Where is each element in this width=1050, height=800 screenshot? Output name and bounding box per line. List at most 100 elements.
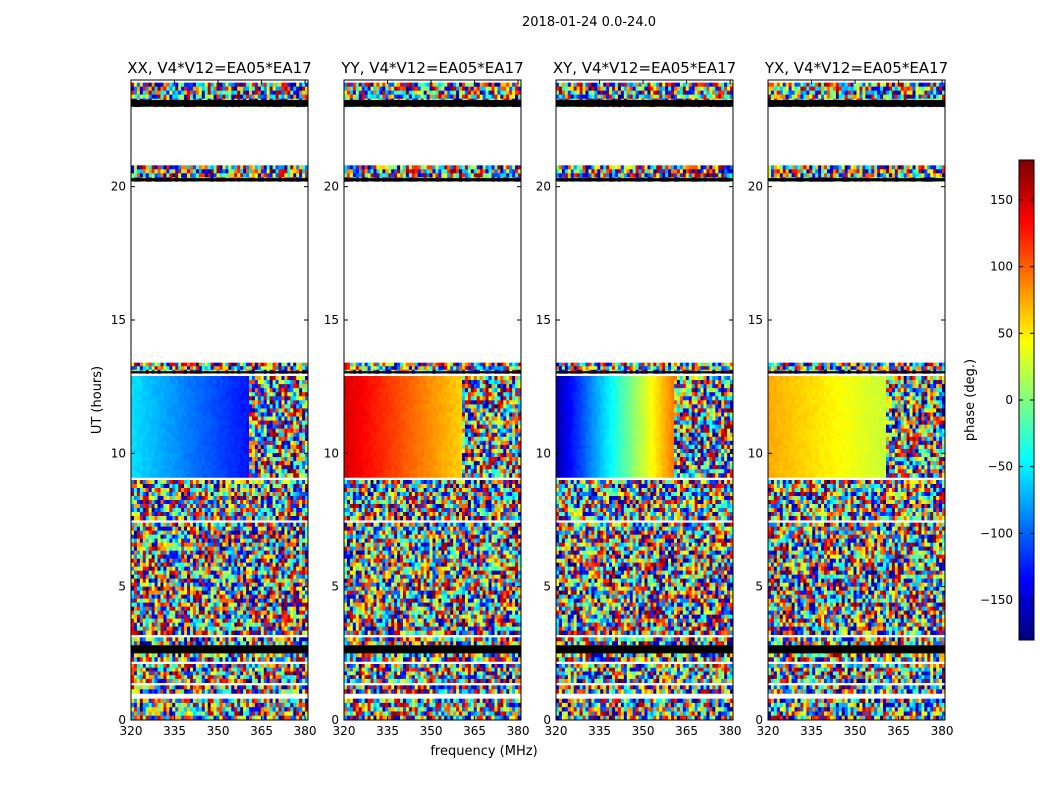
heatmap-cell — [266, 590, 271, 596]
heatmap-cell — [290, 508, 294, 513]
heatmap-cell — [254, 380, 259, 385]
heatmap-cell — [136, 362, 141, 367]
heatmap-cell — [251, 473, 256, 478]
heatmap-cell — [266, 667, 271, 672]
heatmap-cell — [145, 432, 150, 438]
heatmap-cell — [275, 657, 279, 662]
heatmap-cell — [305, 469, 309, 474]
heatmap-cell — [240, 570, 244, 576]
heatmap-cell — [148, 707, 153, 712]
heatmap-cell — [296, 496, 300, 501]
heatmap-cell — [154, 432, 158, 438]
heatmap-cell — [210, 675, 214, 680]
heatmap-cell — [278, 689, 282, 694]
heatmap-cell — [260, 362, 265, 367]
heatmap-cell — [302, 512, 306, 517]
heatmap-cell — [192, 550, 197, 556]
heatmap-cell — [269, 671, 273, 676]
heatmap-cell — [178, 602, 182, 608]
heatmap-cell — [296, 473, 300, 478]
heatmap-cell — [142, 473, 147, 478]
heatmap-cell — [181, 707, 185, 712]
heatmap-cell — [192, 380, 197, 385]
heatmap-cell — [287, 715, 291, 721]
heatmap-cell — [281, 400, 285, 405]
heatmap-cell — [157, 384, 161, 389]
heatmap-cell — [251, 484, 256, 489]
heatmap-cell — [302, 380, 306, 385]
heatmap-cell — [240, 408, 244, 413]
heatmap-cell — [272, 522, 276, 528]
heatmap-cell — [201, 428, 206, 434]
heatmap-cell — [198, 508, 203, 513]
heatmap-cell — [198, 671, 203, 676]
heatmap-cell — [157, 388, 161, 393]
heatmap-cell — [139, 496, 144, 501]
heatmap-cell — [281, 500, 285, 505]
heatmap-cell — [142, 432, 147, 438]
heatmap-cell — [240, 420, 244, 426]
heatmap-cell — [187, 400, 191, 405]
heatmap-cell — [234, 618, 238, 624]
heatmap-cell — [260, 550, 265, 556]
heatmap-cell — [139, 550, 144, 556]
heatmap-cell — [169, 554, 173, 560]
heatmap-cell — [251, 566, 256, 572]
heatmap-cell — [281, 416, 285, 421]
heatmap-cell — [142, 578, 147, 584]
heatmap-cell — [228, 546, 232, 552]
heatmap-cell — [243, 522, 247, 528]
heatmap-cell — [240, 424, 244, 430]
heatmap-cell — [148, 416, 153, 421]
heatmap-cell — [201, 484, 206, 489]
heatmap-cell — [172, 366, 176, 371]
heatmap-cell — [210, 657, 214, 662]
heatmap-cell — [136, 582, 141, 588]
heatmap-cell — [249, 428, 253, 434]
heatmap-cell — [172, 641, 176, 646]
heatmap-cell — [281, 534, 285, 540]
heatmap-cell — [157, 404, 161, 409]
heatmap-cell — [281, 504, 285, 509]
heatmap-cell — [172, 504, 176, 509]
heatmap-cell — [142, 653, 147, 658]
heatmap-cell — [234, 516, 238, 521]
heatmap-cell — [263, 465, 268, 470]
heatmap-cell — [260, 461, 265, 466]
heatmap-cell — [231, 678, 235, 684]
heatmap-cell — [281, 711, 285, 717]
heatmap-cell — [148, 388, 153, 393]
heatmap-cell — [163, 637, 167, 642]
heatmap-cell — [210, 558, 214, 564]
heatmap-cell — [154, 488, 158, 493]
heatmap-cell — [263, 711, 268, 717]
heatmap-cell — [187, 392, 191, 397]
heatmap-cell — [231, 618, 235, 624]
heatmap-cell — [204, 432, 209, 438]
heatmap-cell — [225, 546, 229, 552]
heatmap-cell — [190, 664, 194, 669]
heatmap-cell — [145, 707, 150, 712]
heatmap-cell — [160, 653, 164, 658]
heatmap-cell — [198, 582, 203, 588]
heatmap-cell — [234, 504, 238, 509]
heatmap-cell — [257, 473, 262, 478]
heatmap-cell — [169, 473, 173, 478]
heatmap-cell — [293, 554, 297, 560]
heatmap-cell — [201, 512, 206, 517]
heatmap-cell — [249, 512, 253, 517]
heatmap-cell — [216, 538, 220, 544]
heatmap-cell — [169, 457, 173, 462]
heatmap-cell — [166, 384, 170, 389]
heatmap-cell — [272, 508, 276, 513]
heatmap-cell — [240, 522, 244, 528]
heatmap-cell — [201, 702, 206, 708]
heatmap-cell — [187, 480, 191, 485]
heatmap-cell — [296, 702, 300, 708]
heatmap-cell — [228, 416, 232, 421]
heatmap-cell — [296, 675, 300, 680]
heatmap-cell — [281, 420, 285, 426]
heatmap-cell — [163, 404, 167, 409]
heatmap-cell — [131, 614, 135, 620]
heatmap-cell — [269, 618, 273, 624]
